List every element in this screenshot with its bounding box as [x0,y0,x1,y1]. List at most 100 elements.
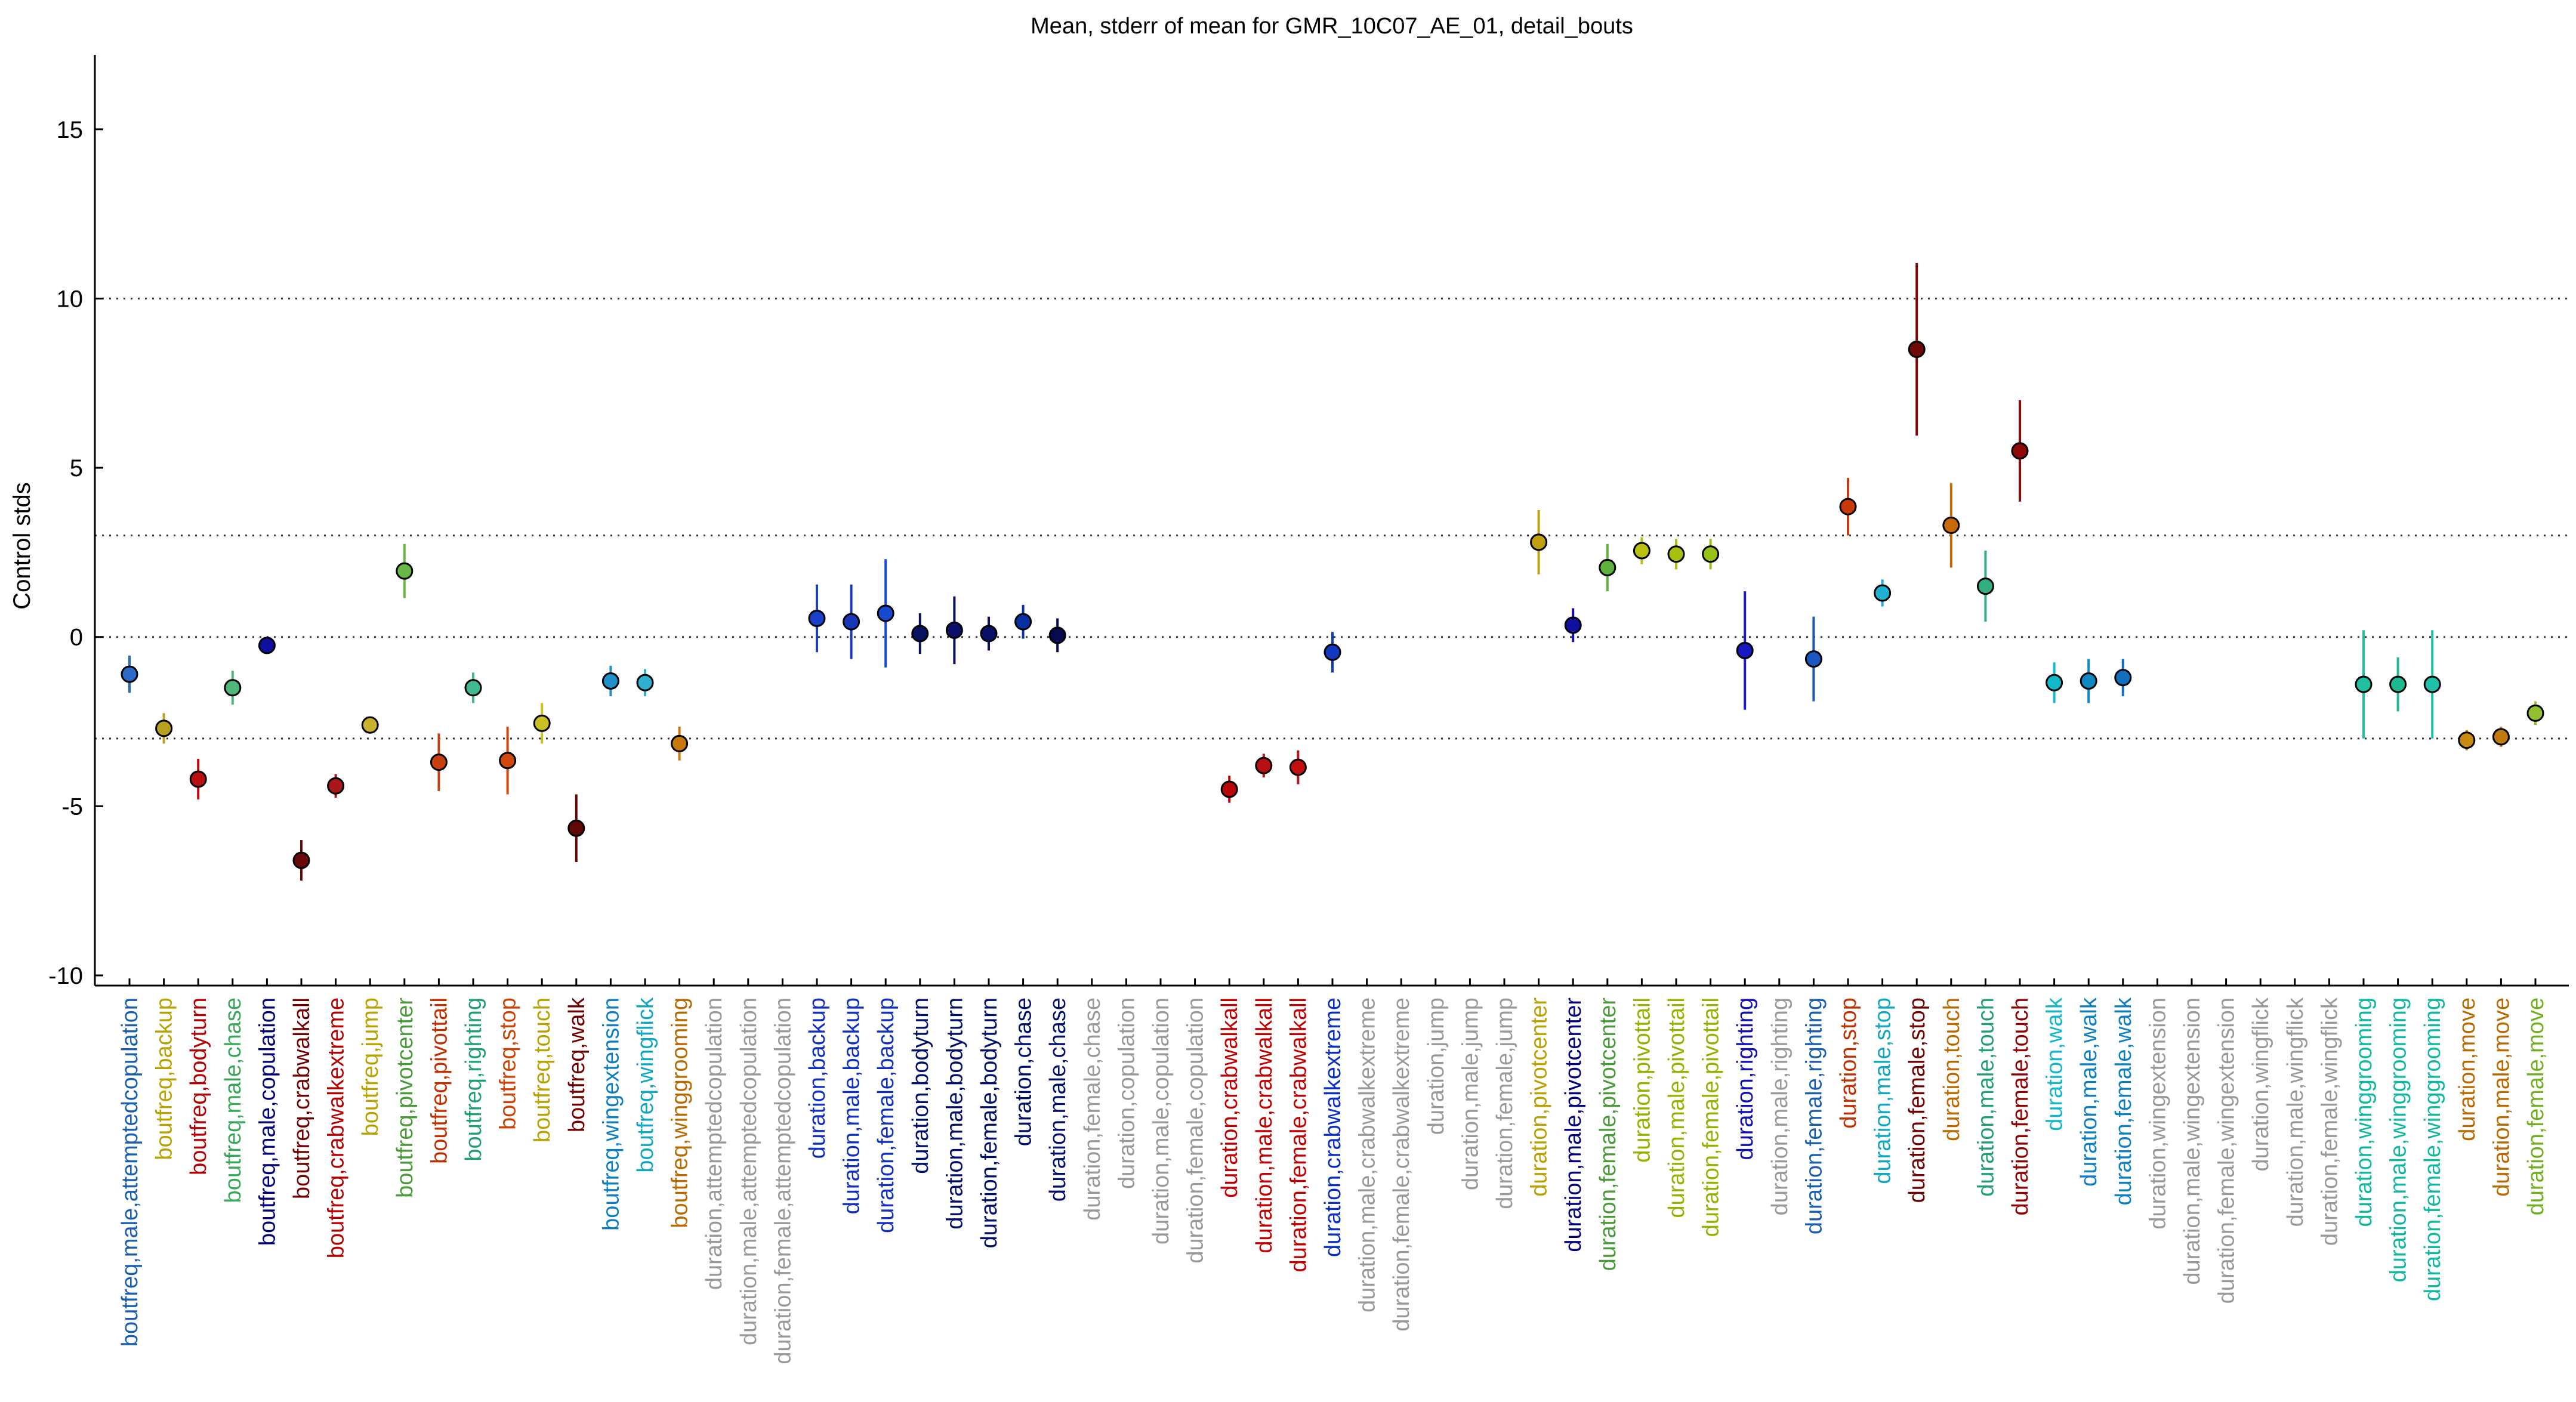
data-point [2355,630,2373,739]
data-point [877,559,894,668]
y-tick-label: 15 [57,117,84,143]
data-point [1839,478,1857,536]
data-point [2492,727,2510,748]
x-tick-label: duration,move [2455,998,2480,1141]
x-tick-label: duration,female,bodyturn [977,998,1002,1248]
mean-marker [1976,578,1994,595]
x-tick-label: duration,jump [1424,998,1449,1135]
data-point [327,774,345,798]
x-tick-label: duration,female,copulation [1183,998,1208,1264]
x-tick-label: duration,female,crabwalkall [1286,998,1311,1272]
data-point [1014,604,1032,639]
mean-marker [2080,672,2097,690]
x-tick-label: duration,female,wingflick [2317,997,2342,1246]
x-tick-label: duration,pivottail [1630,998,1655,1163]
x-tick-label: boutfreq,winggrooming [668,998,693,1228]
x-tick-label: duration,crabwalkextreme [1321,998,1346,1257]
mean-marker [224,679,242,697]
x-tick-label: duration,male,move [2489,998,2514,1197]
x-tick-label: duration,male,wingextension [2180,998,2205,1285]
data-point [2011,400,2029,502]
x-tick-label: boutfreq,male,attemptedcopulation [118,998,143,1347]
data-point [1667,539,1685,570]
y-tick-label: 0 [70,625,83,651]
x-tick-label: duration,walk [2043,997,2068,1131]
data-point [980,616,998,651]
mean-marker [430,754,448,771]
x-tick-label: duration,winggrooming [2352,998,2377,1227]
mean-marker [911,625,929,643]
data-point [1702,539,1720,570]
x-tick-label: duration,female,move [2523,998,2549,1215]
mean-marker [396,562,414,580]
x-tick-label: duration,righting [1733,998,1758,1160]
mean-marker [877,604,894,622]
x-tick-label: duration,crabwalkall [1217,998,1242,1198]
data-point [533,703,551,744]
data-point [430,733,448,791]
data-point [808,584,826,653]
x-tick-label: boutfreq,jump [358,998,383,1136]
data-point [1736,591,1754,710]
x-tick-label: duration,female,walk [2111,997,2136,1206]
y-tick-label: -10 [48,963,83,989]
x-tick-label: duration,male,bodyturn [942,998,967,1230]
data-point [2080,659,2097,703]
mean-marker [1702,545,1720,563]
data-point [396,543,414,598]
mean-marker [1530,533,1548,551]
data-point [1324,632,1341,673]
x-tick-label: duration,touch [1939,998,1964,1141]
x-tick-label: duration,female,touch [2008,998,2033,1215]
x-tick-label: duration,bodyturn [908,998,933,1174]
x-tick-label: duration,male,walk [2077,997,2102,1187]
x-tick-label: boutfreq,backup [152,998,177,1160]
x-tick-label: duration,male,jump [1458,998,1483,1190]
x-tick-label: boutfreq,wingflick [633,997,658,1173]
mean-marker [155,719,173,737]
data-point [2046,662,2063,703]
mean-marker [1633,542,1651,560]
data-point [258,637,276,654]
x-tick-label: duration,male,crabwalkall [1252,998,1277,1253]
data-points [121,263,2544,881]
data-point [2114,659,2132,696]
chart-title: Mean, stderr of mean for GMR_10C07_AE_01… [1031,14,1633,39]
data-point [224,671,242,705]
x-tick-label: duration,female,righting [1801,998,1827,1234]
mean-marker [464,679,482,697]
x-tick-label: duration,male,pivottail [1664,998,1689,1218]
mean-marker [258,637,276,654]
x-tick-label: boutfreq,righting [461,998,486,1162]
x-tick-label: duration,wingextension [2145,998,2170,1230]
mean-marker [1564,616,1582,634]
x-tick-label: boutfreq,touch [530,998,555,1142]
x-tick-label: duration,female,pivotcenter [1596,998,1621,1271]
mean-marker [1324,643,1341,661]
mean-marker [980,625,998,643]
data-point [1289,750,1307,785]
data-point [1908,263,1926,436]
mean-marker [843,613,860,631]
data-point [2423,630,2441,739]
x-tick-label: duration,chase [1011,998,1036,1146]
mean-marker [499,752,517,770]
mean-marker [2458,731,2476,749]
data-point [1220,776,1238,803]
data-point [671,727,689,761]
x-tick-label: duration,female,crabwalkextreme [1389,998,1414,1332]
mean-marker [2011,442,2029,460]
mean-marker [1942,517,1960,535]
x-tick-label: duration,attemptedcopulation [702,998,727,1290]
mean-marker [945,621,963,639]
x-tick-label: duration,male,winggrooming [2386,998,2411,1282]
data-point [945,596,963,665]
mean-marker [2046,674,2063,691]
data-point [1530,509,1548,575]
x-tick-label: duration,female,chase [1080,998,1105,1221]
mean-marker [2423,675,2441,693]
mean-marker [636,674,654,691]
x-tick-label: duration,male,wingflick [2283,997,2308,1227]
x-tick-labels: boutfreq,male,attemptedcopulation boutfre… [118,978,2549,1364]
